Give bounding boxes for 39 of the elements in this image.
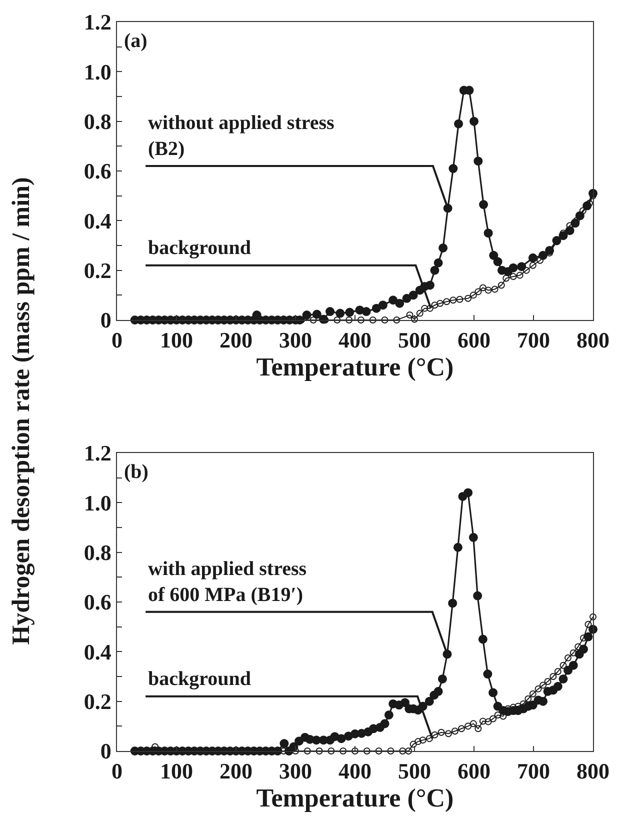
y-tick-label: 0.2 <box>84 689 112 714</box>
x-tick-label: 600 <box>458 758 490 784</box>
y-tick-label: 0.8 <box>84 109 112 134</box>
x-tick-label: 300 <box>279 758 312 784</box>
y-tick-label: 1.0 <box>84 490 112 516</box>
annotation: background <box>148 237 252 259</box>
x-axis-title: Temperature (°C) <box>256 352 454 382</box>
x-tick-label: 800 <box>576 758 610 784</box>
annotation: with applied stress of 600 MPa (B19′) <box>148 558 307 606</box>
x-tick-label: 400 <box>338 328 372 353</box>
y-tick-label: 0.4 <box>84 208 112 234</box>
x-tick-label: 100 <box>160 328 193 353</box>
x-axis-title: Temperature (°C) <box>256 784 454 813</box>
annotation: (a) <box>124 30 148 52</box>
y-tick-label: 1.0 <box>84 59 112 84</box>
annotation: background <box>148 668 252 690</box>
y-tick-label: 0.2 <box>84 258 112 284</box>
y-tick-label: 1.2 <box>84 10 112 35</box>
x-tick-label: 200 <box>220 328 252 353</box>
y-tick-label: 0.4 <box>84 639 112 664</box>
x-tick-label: 200 <box>220 758 252 784</box>
y-tick-label: 0.6 <box>84 590 112 615</box>
x-tick-label: 400 <box>338 758 372 784</box>
y-tick-label: 1.2 <box>84 440 112 466</box>
x-tick-label: 500 <box>398 328 431 353</box>
x-tick-label: 700 <box>517 758 550 784</box>
x-tick-label: 800 <box>576 328 610 353</box>
y-tick-label: 0.6 <box>84 158 112 184</box>
y-axis-title: Hydrogen desorption rate (mass ppm / min) <box>8 177 36 645</box>
x-tick-label: 300 <box>279 328 312 353</box>
y-tick-label: 0 <box>100 308 112 333</box>
x-tick-label: 700 <box>517 328 550 353</box>
x-tick-label: 500 <box>398 758 431 784</box>
x-tick-label: 600 <box>458 328 490 353</box>
annotation: (b) <box>124 461 148 483</box>
y-tick-label: 0 <box>100 738 112 764</box>
x-tick-label: 100 <box>160 758 193 784</box>
annotation: without applied stress (B2) <box>148 112 335 160</box>
y-tick-label: 0.8 <box>84 540 112 566</box>
